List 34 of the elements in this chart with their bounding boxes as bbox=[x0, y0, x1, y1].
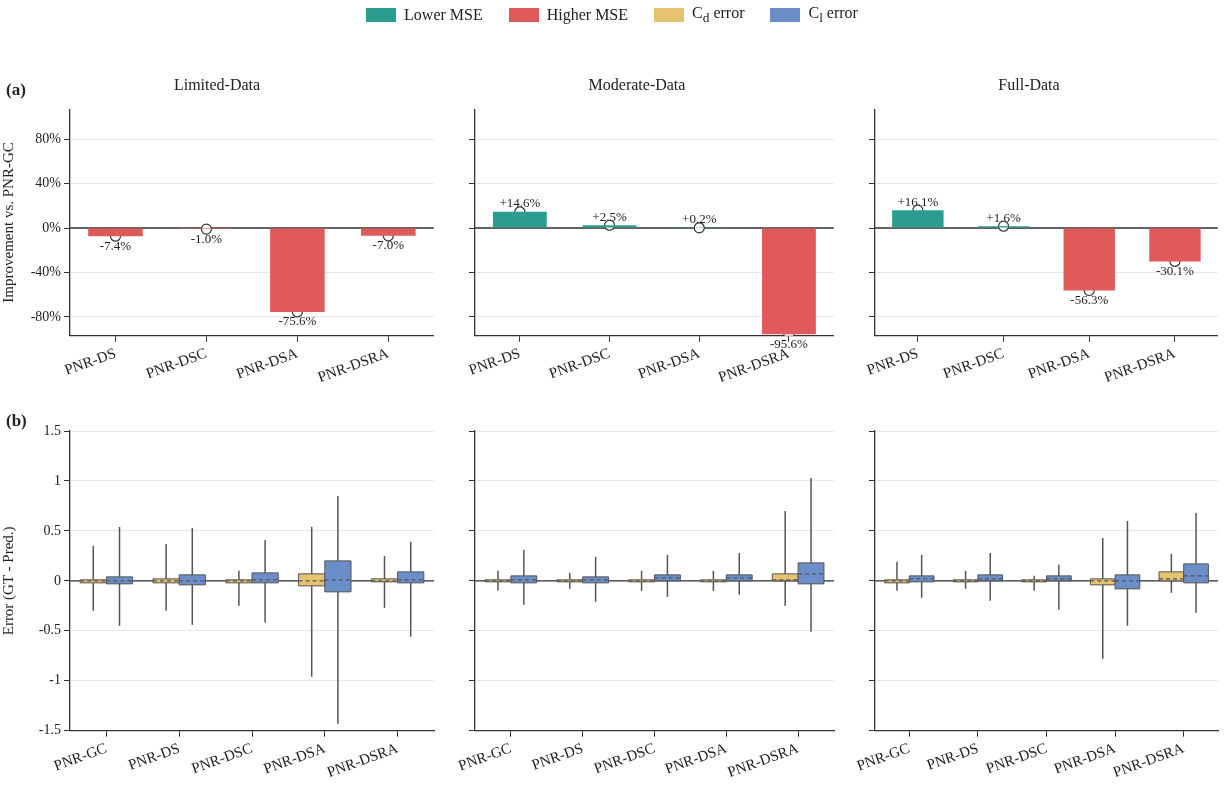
chart-title: Limited-Data bbox=[173, 75, 261, 93]
legend-label: Higher MSE bbox=[546, 6, 629, 25]
data-label: -7.0% bbox=[372, 237, 405, 253]
y-tick-label: 1.5 bbox=[43, 422, 61, 438]
legend-label: C$_{d}$ error bbox=[692, 4, 745, 27]
y-tick-label: -1 bbox=[49, 672, 61, 688]
data-label: -1.0% bbox=[190, 230, 223, 246]
legend-label: C$_{l}$ error bbox=[808, 4, 858, 27]
data-label: +14.6% bbox=[499, 195, 541, 211]
text: (a) bbox=[6, 80, 26, 100]
y-tick-label: 40% bbox=[35, 175, 62, 191]
legend-label: Lower MSE bbox=[404, 6, 483, 25]
data-label: +1.6% bbox=[986, 209, 1021, 225]
y-tick-label: -80% bbox=[30, 308, 62, 324]
y-tick-label: 80% bbox=[35, 130, 62, 146]
chart-title: Moderate-Data bbox=[588, 75, 686, 93]
y-tick-label: 0.5 bbox=[43, 522, 61, 538]
data-label: +0.2% bbox=[682, 211, 717, 227]
y-axis-title: Error (GT - Pred.) bbox=[0, 526, 17, 636]
y-tick-label: 0 bbox=[54, 572, 61, 588]
chart-title: Full-Data bbox=[998, 75, 1060, 93]
y-tick-label: -1.5 bbox=[38, 722, 61, 738]
y-tick-label: 0% bbox=[42, 219, 62, 235]
text: (b) bbox=[6, 411, 27, 431]
data-label: +2.5% bbox=[592, 208, 627, 224]
y-tick-label: 1 bbox=[54, 472, 61, 488]
data-label: -56.3% bbox=[1070, 291, 1109, 307]
y-axis-title: Improvement vs. PNR-GC bbox=[0, 142, 16, 303]
data-label: +16.1% bbox=[897, 193, 939, 209]
y-tick-label: -40% bbox=[30, 264, 62, 280]
data-label: -30.1% bbox=[1155, 262, 1195, 278]
y-tick-label: -0.5 bbox=[38, 622, 61, 638]
data-label: -7.4% bbox=[99, 237, 132, 253]
data-label: -75.6% bbox=[278, 313, 317, 329]
